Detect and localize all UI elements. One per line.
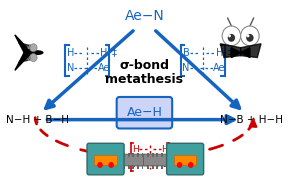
- Polygon shape: [18, 43, 35, 53]
- Text: H: H: [161, 145, 168, 154]
- Text: N: N: [132, 160, 138, 170]
- Text: Ae: Ae: [213, 63, 226, 73]
- Text: N: N: [182, 63, 190, 73]
- Bar: [147, 165, 149, 169]
- Circle shape: [188, 162, 193, 168]
- Text: Ae−N: Ae−N: [125, 9, 164, 23]
- Bar: [161, 153, 163, 157]
- Bar: [166, 165, 168, 169]
- Polygon shape: [241, 44, 261, 58]
- Ellipse shape: [31, 50, 44, 55]
- Circle shape: [97, 162, 103, 168]
- Circle shape: [241, 26, 259, 46]
- Bar: [152, 153, 154, 157]
- FancyBboxPatch shape: [167, 143, 204, 175]
- Polygon shape: [231, 48, 250, 58]
- Bar: [142, 153, 144, 157]
- Text: B: B: [162, 160, 168, 170]
- FancyBboxPatch shape: [87, 143, 124, 175]
- Bar: [137, 165, 139, 169]
- Text: N: N: [67, 63, 74, 73]
- Text: metathesis: metathesis: [105, 73, 184, 86]
- Circle shape: [228, 34, 235, 42]
- Text: ‡: ‡: [112, 47, 117, 57]
- Bar: [128, 165, 130, 169]
- Bar: [166, 153, 168, 157]
- Text: B: B: [183, 48, 189, 58]
- Bar: [132, 165, 134, 169]
- Bar: [156, 153, 158, 157]
- Text: N−H + B−H: N−H + B−H: [5, 115, 68, 125]
- Circle shape: [30, 44, 37, 52]
- Bar: [174, 155, 196, 165]
- Bar: [156, 165, 158, 169]
- Text: H: H: [216, 48, 223, 58]
- Text: Ae: Ae: [97, 63, 110, 73]
- Text: ‡: ‡: [171, 143, 175, 152]
- Bar: [137, 153, 139, 157]
- Bar: [123, 153, 125, 157]
- Text: H: H: [132, 145, 138, 154]
- Text: H: H: [100, 48, 108, 58]
- Circle shape: [30, 54, 37, 61]
- Bar: [132, 153, 134, 157]
- Polygon shape: [18, 53, 35, 63]
- Polygon shape: [220, 44, 241, 58]
- Text: Ae−H: Ae−H: [127, 106, 162, 119]
- Bar: [128, 153, 130, 157]
- FancyBboxPatch shape: [117, 97, 172, 129]
- Circle shape: [228, 34, 231, 37]
- Text: N−B + H−H: N−B + H−H: [220, 115, 283, 125]
- Circle shape: [247, 34, 249, 37]
- Bar: [123, 165, 125, 169]
- FancyBboxPatch shape: [119, 154, 145, 166]
- FancyBboxPatch shape: [144, 154, 169, 166]
- Text: ‡: ‡: [228, 47, 233, 57]
- Bar: [147, 153, 149, 157]
- Bar: [152, 165, 154, 169]
- Polygon shape: [15, 35, 32, 53]
- Circle shape: [108, 162, 114, 168]
- Bar: [95, 155, 117, 165]
- Bar: [142, 165, 144, 169]
- Text: H: H: [67, 48, 74, 58]
- Text: σ-bond: σ-bond: [119, 59, 169, 72]
- Circle shape: [246, 34, 254, 42]
- Polygon shape: [15, 53, 32, 70]
- Circle shape: [177, 162, 182, 168]
- Circle shape: [222, 26, 241, 46]
- Bar: [161, 165, 163, 169]
